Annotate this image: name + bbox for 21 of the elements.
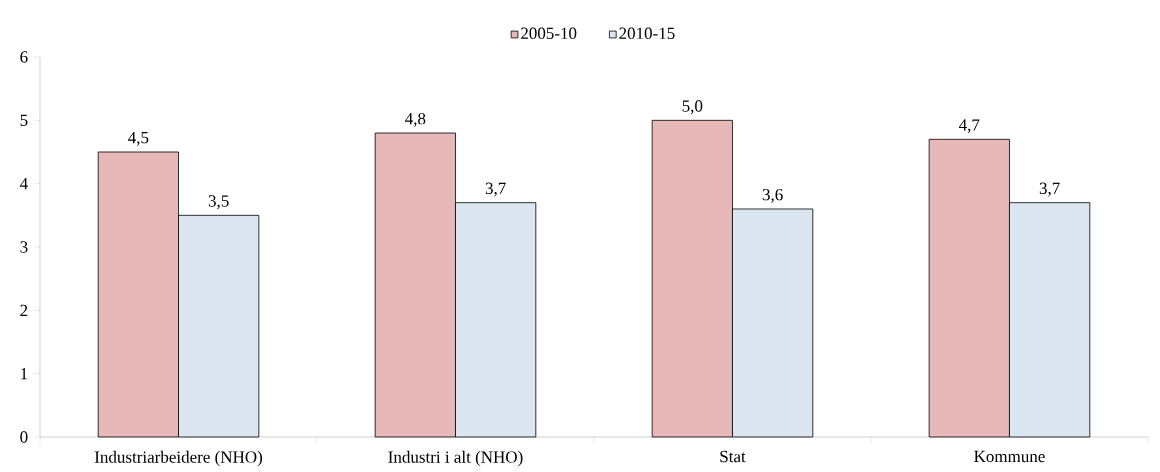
data-label: 5,0: [682, 100, 703, 115]
data-label: 3,7: [1039, 182, 1060, 197]
data-label: 3,6: [762, 188, 783, 203]
x-tick-label: Kommune: [974, 450, 1045, 463]
y-tick-label: 5: [20, 114, 28, 127]
x-tick-label: Industri i alt (NHO): [388, 450, 523, 467]
data-label: 4,7: [959, 119, 980, 134]
y-tick-label: 3: [20, 241, 28, 253]
data-label: 3,5: [208, 195, 229, 210]
x-tick-label: Stat: [720, 450, 746, 463]
y-tick-label: 4: [19, 178, 28, 190]
x-tick-label: Industriarbeidere (NHO): [94, 450, 263, 467]
y-tick-label: 1: [21, 368, 28, 380]
y-tick-label: 2: [20, 304, 28, 316]
y-tick-label: 6: [20, 51, 28, 63]
data-label: 4,8: [405, 112, 426, 127]
legend-label: 2010-15: [619, 27, 675, 40]
data-label: 3,7: [485, 182, 506, 197]
data-label: 4,5: [128, 132, 149, 146]
y-tick-label: 0: [20, 431, 28, 443]
legend-label: 2005-10: [521, 27, 577, 40]
